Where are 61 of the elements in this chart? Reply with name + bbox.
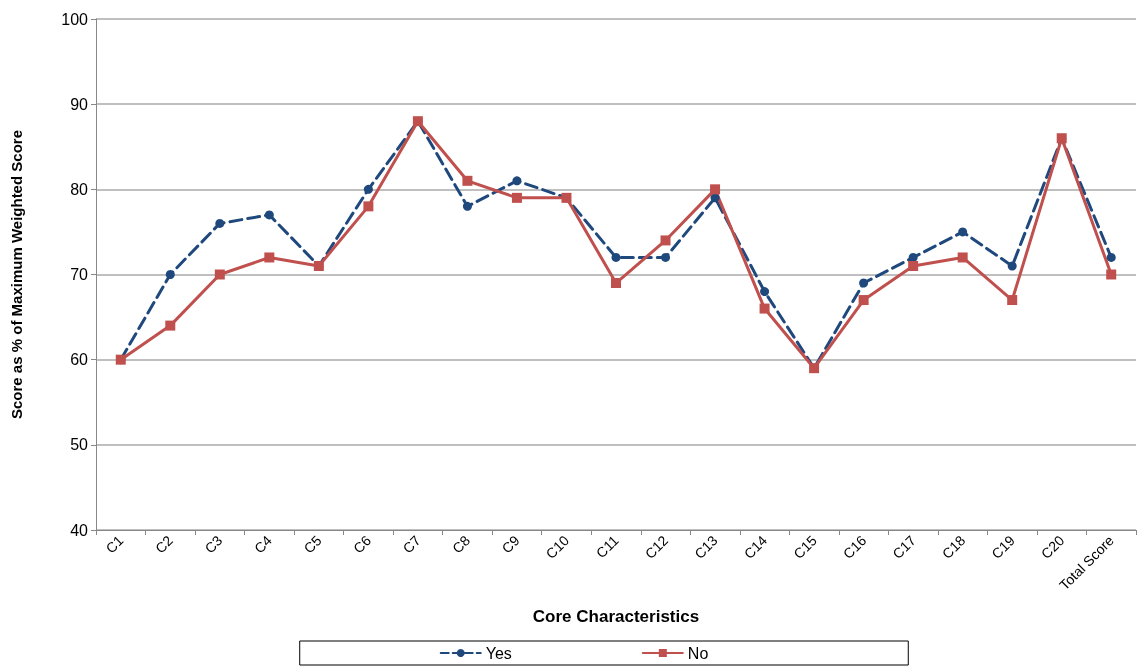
x-tick-label: C4	[251, 532, 276, 557]
y-tick-label: 50	[70, 436, 89, 454]
x-tick-label: C1	[102, 532, 127, 557]
point	[660, 235, 671, 246]
point	[1106, 269, 1117, 280]
point	[363, 201, 374, 212]
y-axis-title: Score as % of Maximum Weighted Score	[8, 130, 25, 419]
point	[1007, 295, 1018, 306]
y-tick-label: 60	[70, 351, 89, 369]
point	[760, 287, 770, 297]
x-tick-label: C5	[300, 532, 325, 557]
x-tick-label: C18	[938, 532, 969, 562]
point	[859, 278, 869, 288]
point	[215, 218, 225, 228]
point	[908, 252, 918, 262]
point	[264, 210, 274, 220]
legend-label: No	[687, 644, 709, 662]
y-tick-label: 100	[61, 10, 89, 28]
point	[1007, 261, 1017, 271]
point	[462, 175, 473, 186]
x-tick-label: C14	[740, 532, 771, 562]
point	[165, 270, 175, 279]
point	[611, 278, 621, 289]
x-tick-label: C2	[151, 532, 177, 557]
point	[165, 320, 176, 331]
x-tick-label: C10	[542, 532, 573, 562]
x-tick-label: C16	[839, 532, 870, 562]
point	[264, 252, 275, 263]
point	[661, 252, 671, 262]
x-tick-label: C3	[201, 532, 226, 557]
y-tick-label: 80	[70, 180, 89, 198]
x-tick-label: C20	[1037, 532, 1068, 562]
x-tick-label: C6	[350, 532, 375, 557]
x-tick-label: C17	[889, 532, 919, 562]
point	[759, 303, 770, 314]
x-tick-label: C9	[498, 532, 523, 557]
y-tick-label: 70	[70, 266, 89, 283]
point	[214, 269, 225, 280]
x-tick-label: C7	[399, 532, 424, 557]
point	[710, 193, 720, 203]
point	[710, 184, 721, 195]
point	[957, 252, 968, 263]
x-tick-label: C12	[641, 532, 672, 562]
x-tick-label: C19	[988, 532, 1018, 562]
legend-label: Yes	[485, 644, 512, 662]
point	[908, 260, 919, 271]
point	[611, 252, 621, 262]
point	[511, 192, 522, 203]
point	[958, 227, 968, 237]
point	[512, 176, 522, 186]
y-tick-label: 40	[70, 521, 89, 539]
x-tick-label: C8	[449, 532, 474, 557]
point	[363, 184, 373, 194]
point	[462, 201, 472, 211]
point	[858, 295, 869, 306]
x-tick-label: C11	[592, 532, 622, 562]
x-tick-label: C13	[691, 532, 721, 562]
x-axis-title: Core Characteristics	[532, 607, 700, 626]
y-tick-label: 90	[70, 95, 89, 113]
x-tick-label: C15	[790, 532, 820, 562]
point	[1106, 252, 1116, 262]
